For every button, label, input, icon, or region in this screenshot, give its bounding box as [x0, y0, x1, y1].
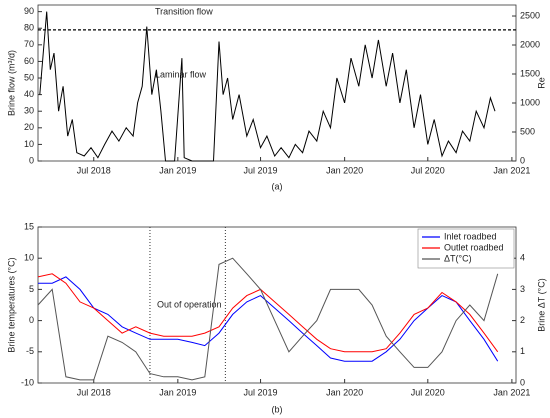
- series-line: [37, 257, 499, 381]
- y-tick-label: 50: [24, 72, 34, 82]
- y-tick-label: 0: [29, 155, 34, 165]
- y-axis-label: Brine flow (m³/d): [6, 50, 16, 116]
- x-tick-label: Jan 2019: [159, 387, 196, 397]
- x-tick-label: Jul 2018: [77, 387, 111, 397]
- y2-tick-label: 0: [520, 377, 525, 387]
- y2-tick-label: 2500: [520, 10, 540, 20]
- legend-label: ΔT(°C): [444, 253, 472, 263]
- y2-axis-label: Re: [536, 77, 546, 89]
- x-tick-label: Jan 2020: [326, 387, 363, 397]
- y2-tick-label: 2: [520, 315, 525, 325]
- y-tick-label: 60: [24, 56, 34, 66]
- y-tick-label: 0: [29, 315, 34, 325]
- y-tick-label: 90: [24, 6, 34, 16]
- y-tick-label: 15: [24, 221, 34, 231]
- annotation: Transition flow: [155, 6, 213, 16]
- y-tick-label: 70: [24, 39, 34, 49]
- y-tick-label: 30: [24, 106, 34, 116]
- caption: (a): [272, 181, 283, 191]
- x-tick-label: Jul 2020: [411, 165, 445, 175]
- annotation: Out of operation: [157, 299, 222, 309]
- caption: (b): [272, 404, 283, 414]
- y2-tick-label: 0: [520, 155, 525, 165]
- x-tick-label: Jan 2019: [159, 165, 196, 175]
- y2-tick-label: 3: [520, 284, 525, 294]
- x-tick-label: Jan 2020: [326, 165, 363, 175]
- y-tick-label: -5: [26, 346, 34, 356]
- y-axis-label: Brine temperatures (°C): [6, 257, 16, 352]
- legend-label: Inlet roadbed: [444, 231, 497, 241]
- legend-label: Outlet roadbed: [444, 242, 504, 252]
- y2-tick-label: 500: [520, 126, 535, 136]
- x-tick-label: Jul 2019: [244, 387, 278, 397]
- y-tick-label: 10: [24, 253, 34, 263]
- y-tick-label: 20: [24, 122, 34, 132]
- series-line: [39, 11, 496, 162]
- plot-area: [37, 4, 517, 162]
- y2-tick-label: 2000: [520, 39, 540, 49]
- series-line: [37, 273, 499, 353]
- y2-tick-label: 1000: [520, 97, 540, 107]
- y2-tick-label: 1500: [520, 68, 540, 78]
- x-tick-label: Jan 2021: [493, 165, 530, 175]
- y2-axis-label: Brine ΔT (°C): [536, 278, 546, 331]
- x-tick-label: Jan 2021: [493, 387, 530, 397]
- y-tick-label: -10: [21, 377, 34, 387]
- x-tick-label: Jul 2018: [77, 165, 111, 175]
- x-tick-label: Jul 2020: [411, 387, 445, 397]
- y-tick-label: 80: [24, 23, 34, 33]
- y2-tick-label: 1: [520, 346, 525, 356]
- series-line: [38, 276, 499, 362]
- x-tick-label: Jul 2019: [244, 165, 278, 175]
- y-tick-label: 10: [24, 139, 34, 149]
- y-tick-label: 5: [29, 284, 34, 294]
- y2-tick-label: 4: [520, 253, 525, 263]
- y-tick-label: 40: [24, 89, 34, 99]
